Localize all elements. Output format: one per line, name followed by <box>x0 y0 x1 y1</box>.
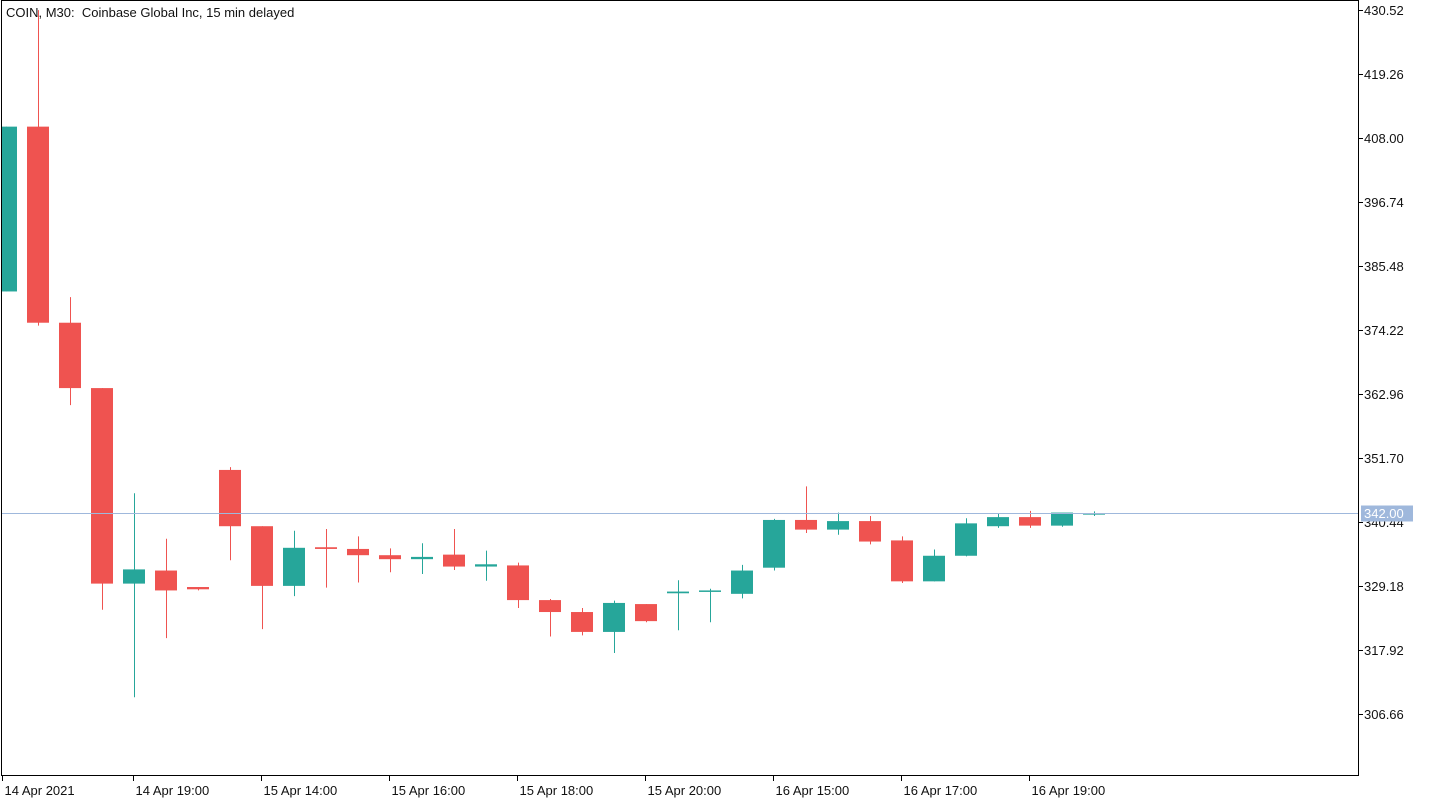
candle <box>2 126 17 292</box>
candle <box>315 529 337 588</box>
candle-body <box>507 565 529 601</box>
y-axis: 430.52 419.26 408.00 396.74 385.48 374.22 362.… <box>1358 3 1413 722</box>
candle-body <box>219 469 241 527</box>
candle-body <box>187 587 209 590</box>
candle-body <box>411 556 433 560</box>
candle <box>411 543 433 574</box>
candle <box>283 530 305 597</box>
candle-body <box>827 521 849 530</box>
candle-body <box>379 555 401 560</box>
x-tick-label: 15 Apr 18:00 <box>520 783 594 798</box>
y-tick-label: 385.48 <box>1364 259 1404 274</box>
candle <box>699 588 721 623</box>
candle <box>443 529 465 570</box>
candle-body <box>443 554 465 567</box>
candle-body <box>59 322 81 389</box>
candle <box>731 564 753 599</box>
y-tick-label: 362.96 <box>1364 387 1404 402</box>
x-tick-label: 15 Apr 20:00 <box>648 783 722 798</box>
plot-frame <box>1 0 1359 776</box>
x-axis: 14 Apr 2021 14 Apr 19:00 15 Apr 14:00 15 Ap… <box>2 775 1106 798</box>
candle-body <box>347 548 369 556</box>
candle-body <box>699 590 721 592</box>
x-tick-label: 15 Apr 14:00 <box>264 783 338 798</box>
candle-body <box>859 521 881 542</box>
candle <box>347 536 369 583</box>
candles-layer <box>2 10 1105 698</box>
candle <box>763 518 785 571</box>
candle <box>635 604 657 623</box>
y-tick-label: 374.22 <box>1364 323 1404 338</box>
candle-body <box>251 526 273 586</box>
x-tick-label: 16 Apr 19:00 <box>1032 783 1106 798</box>
candle <box>859 515 881 545</box>
candle-body <box>155 570 177 591</box>
candle-body <box>91 388 113 584</box>
candle-body <box>891 540 913 582</box>
x-tick-label: 16 Apr 15:00 <box>776 783 850 798</box>
candle-body <box>27 126 49 323</box>
candle-body <box>795 519 817 530</box>
candle <box>91 388 113 610</box>
current-price-label-bg <box>1361 505 1413 522</box>
candle-body <box>763 519 785 568</box>
candle-body <box>987 517 1009 527</box>
current-price-label: 342.00 <box>1364 506 1404 521</box>
candle <box>923 549 945 582</box>
candle-body <box>283 547 305 586</box>
x-tick-label: 14 Apr 2021 <box>5 783 75 798</box>
candle <box>187 587 209 591</box>
y-tick-label: 329.18 <box>1364 579 1404 594</box>
candle-body <box>635 604 657 622</box>
y-tick-label: 317.92 <box>1364 643 1404 658</box>
candle <box>507 562 529 609</box>
candle <box>123 493 145 698</box>
candle <box>667 580 689 631</box>
x-tick-label: 16 Apr 17:00 <box>904 783 978 798</box>
y-tick-label: 306.66 <box>1364 707 1404 722</box>
candle <box>891 536 913 584</box>
candle-body <box>2 126 17 292</box>
candle-body <box>667 591 689 594</box>
candle-body <box>315 547 337 549</box>
candle-body <box>955 523 977 556</box>
candle <box>795 486 817 534</box>
y-tick-label: 419.26 <box>1364 67 1404 82</box>
candle <box>955 518 977 557</box>
candle-body <box>539 600 561 613</box>
candle-body <box>1051 512 1073 526</box>
x-tick-label: 15 Apr 16:00 <box>392 783 466 798</box>
candle <box>827 512 849 535</box>
candle <box>1051 512 1073 527</box>
y-tick-label: 351.70 <box>1364 451 1404 466</box>
candle <box>571 608 593 636</box>
y-tick-label: 396.74 <box>1364 195 1404 210</box>
candle <box>27 10 49 326</box>
candle-body <box>475 564 497 567</box>
candle-body <box>731 570 753 594</box>
x-tick-label: 14 Apr 19:00 <box>136 783 210 798</box>
candle <box>987 513 1009 528</box>
candle <box>251 526 273 630</box>
candle <box>59 297 81 406</box>
candle-body <box>123 569 145 584</box>
candle <box>539 598 561 637</box>
chart-title: COIN, M30: Coinbase Global Inc, 15 min d… <box>6 5 295 20</box>
y-tick-label: 408.00 <box>1364 131 1404 146</box>
candle-body <box>1019 517 1041 526</box>
y-tick-label: 430.52 <box>1364 3 1404 18</box>
candle <box>475 550 497 581</box>
candle <box>603 600 625 653</box>
candle <box>379 548 401 573</box>
candle-body <box>571 612 593 632</box>
candle-body <box>923 555 945 582</box>
candle-body <box>603 602 625 632</box>
candle <box>155 538 177 639</box>
